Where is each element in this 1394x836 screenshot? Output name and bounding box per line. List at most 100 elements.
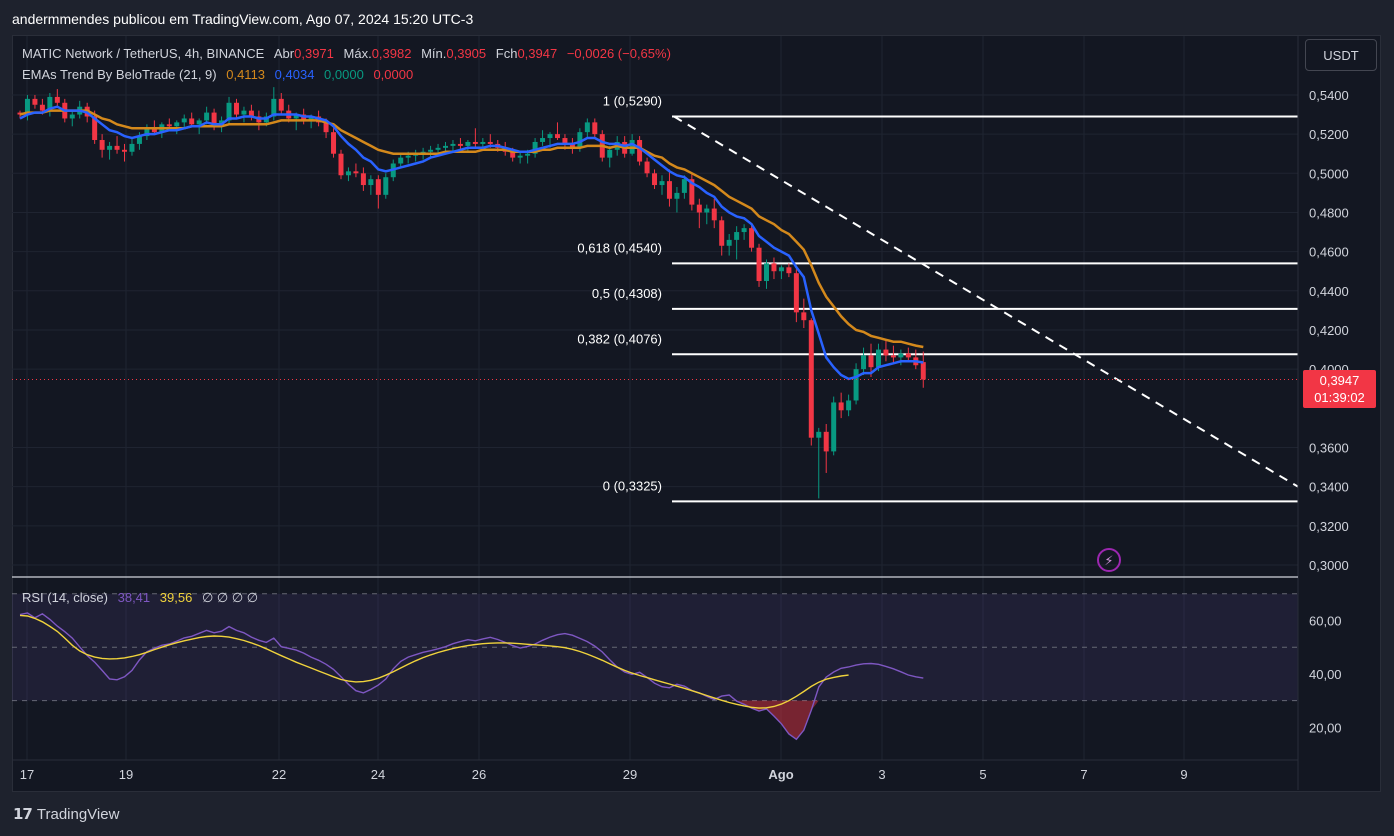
rsi-oversold-fill — [729, 700, 819, 740]
candle-body — [547, 134, 553, 139]
candle-body — [248, 110, 254, 117]
candle-body — [793, 273, 799, 313]
symbol-title: MATIC Network / TetherUS, 4h, BINANCE — [22, 46, 265, 61]
candle-body — [457, 143, 463, 146]
candle-body — [875, 349, 881, 368]
rsi-title: RSI (14, close) — [22, 590, 108, 605]
candle-body — [271, 98, 277, 117]
candle-body — [592, 122, 598, 135]
candle-body — [360, 173, 366, 186]
candle-body — [204, 112, 210, 121]
rsi-ma-value: 39,56 — [159, 590, 193, 605]
candle-body — [405, 155, 411, 158]
candle-body — [749, 228, 755, 248]
candle-body — [107, 145, 113, 150]
trendline — [673, 115, 1299, 488]
fib-level-label: 0 (0,3325) — [603, 478, 662, 493]
candle-body — [771, 263, 777, 272]
candle-body — [181, 118, 187, 123]
candle-body — [114, 145, 120, 150]
tradingview-logo[interactable]: 𝟭𝟳 TradingView — [13, 805, 119, 824]
candle-body — [659, 181, 665, 186]
time-tick-label: 24 — [371, 767, 385, 782]
candle-body — [637, 140, 643, 162]
candle-body — [868, 355, 874, 368]
ema-extra-value-1: 0,0000 — [324, 67, 364, 82]
candle-body — [278, 98, 284, 111]
candle-body — [39, 104, 45, 111]
rsi-extra-values: ∅ ∅ ∅ ∅ — [201, 590, 259, 605]
lightning-icon — [1097, 548, 1121, 572]
chart-frame — [12, 35, 1381, 792]
candle-body — [778, 267, 784, 272]
axes — [12, 36, 1299, 790]
time-tick-label: 5 — [979, 767, 986, 782]
candle-body — [861, 355, 867, 370]
candle-body — [644, 161, 650, 174]
time-tick-label: 26 — [472, 767, 486, 782]
candle-body — [898, 353, 904, 358]
price-tick-label: 0,3000 — [1309, 558, 1349, 573]
candle-body — [786, 267, 792, 274]
high-value: 0,3982 — [371, 46, 412, 61]
fib-level-label: 0,618 (0,4540) — [577, 240, 662, 255]
candle-body — [323, 122, 329, 133]
candle-body — [831, 402, 837, 452]
candle-body — [846, 400, 852, 411]
candle-body — [569, 143, 575, 148]
price-tick-label: 0,4600 — [1309, 245, 1349, 260]
candle-body — [540, 138, 546, 142]
candle-body — [331, 132, 337, 154]
candle-body — [554, 134, 560, 139]
candle-body — [450, 143, 456, 146]
markers: ⚡ — [12, 379, 1298, 572]
change-value: −0,0026 (−0,65%) — [566, 46, 671, 61]
ema-lines — [19, 105, 924, 381]
price-tick-label: 0,4800 — [1309, 205, 1349, 220]
candle-body — [398, 157, 404, 164]
currency-label: USDT — [1323, 47, 1359, 63]
candle-body — [428, 149, 434, 152]
candle-body — [801, 312, 807, 321]
price-tick-label: 0,5400 — [1309, 88, 1349, 103]
last-price-tag: 0,3947 01:39:02 — [1303, 370, 1376, 408]
candle-body — [853, 369, 859, 401]
rsi-line — [19, 612, 924, 741]
candle-body — [241, 110, 247, 115]
ema9-line — [19, 105, 924, 381]
currency-button[interactable]: USDT — [1305, 39, 1377, 71]
candle-body — [472, 141, 478, 144]
price-tick-label: 0,3600 — [1309, 440, 1349, 455]
candle-body — [756, 247, 762, 282]
candle-body — [129, 143, 135, 152]
ema-legend: EMAs Trend By BeloTrade (21, 9) 0,4113 0… — [22, 67, 413, 82]
candle-body — [136, 136, 142, 144]
fib-level-label: 0,382 (0,4076) — [577, 331, 662, 346]
price-tick-label: 0,5200 — [1309, 127, 1349, 142]
candle-body — [69, 114, 75, 119]
ema9-value: 0,4034 — [274, 67, 315, 82]
candle-body — [189, 118, 195, 125]
candle-body — [435, 147, 441, 150]
candle-body — [383, 177, 389, 195]
candle-body — [674, 192, 680, 199]
time-tick-label: 29 — [623, 767, 637, 782]
candle-body — [487, 141, 493, 144]
ema-extra-value-2: 0,0000 — [373, 67, 414, 82]
ema-title: EMAs Trend By BeloTrade (21, 9) — [22, 67, 217, 82]
candle-body — [345, 171, 351, 176]
price-axis-ticks: 0,5400 0,5200 0,5000 0,4800 0,4600 0,4400 0,42… — [1309, 88, 1349, 573]
candle-body — [308, 116, 314, 121]
time-tick-label: 19 — [119, 767, 133, 782]
candle-body — [726, 239, 732, 246]
rsi-legend: RSI (14, close) 38,41 39,56 ∅ ∅ ∅ ∅ — [22, 590, 258, 606]
candle-body — [734, 232, 740, 240]
candle-body — [174, 122, 180, 127]
candle-body — [32, 98, 38, 105]
candle-body — [584, 122, 590, 133]
candle-body — [905, 353, 911, 358]
fib-level-label: 0,5 (0,4308) — [592, 286, 662, 301]
bar-countdown: 01:39:02 — [1314, 390, 1365, 405]
time-tick-label: 22 — [272, 767, 286, 782]
